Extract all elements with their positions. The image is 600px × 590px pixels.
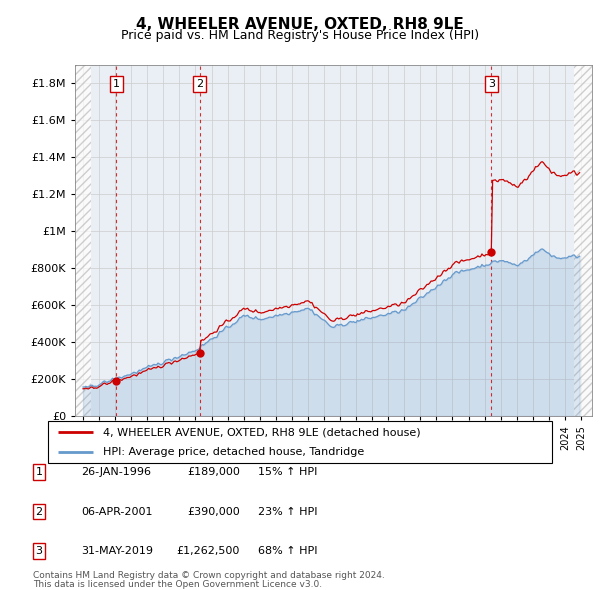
Bar: [91, 65, 574, 416]
Text: 26-JAN-1996: 26-JAN-1996: [81, 467, 151, 477]
Text: Price paid vs. HM Land Registry's House Price Index (HPI): Price paid vs. HM Land Registry's House …: [121, 30, 479, 42]
Text: 2: 2: [196, 79, 203, 89]
Text: 1: 1: [113, 79, 120, 89]
Text: £189,000: £189,000: [187, 467, 240, 477]
Text: 06-APR-2001: 06-APR-2001: [81, 507, 152, 516]
Text: 3: 3: [35, 546, 43, 556]
Text: 31-MAY-2019: 31-MAY-2019: [81, 546, 153, 556]
Text: This data is licensed under the Open Government Licence v3.0.: This data is licensed under the Open Gov…: [33, 579, 322, 589]
Text: 68% ↑ HPI: 68% ↑ HPI: [258, 546, 317, 556]
Text: £390,000: £390,000: [187, 507, 240, 516]
Bar: [75, 65, 91, 416]
Text: 2: 2: [35, 507, 43, 516]
Text: 1: 1: [35, 467, 43, 477]
Text: 4, WHEELER AVENUE, OXTED, RH8 9LE (detached house): 4, WHEELER AVENUE, OXTED, RH8 9LE (detac…: [103, 427, 421, 437]
Text: 3: 3: [488, 79, 495, 89]
Text: £1,262,500: £1,262,500: [176, 546, 240, 556]
FancyBboxPatch shape: [48, 421, 552, 463]
Text: Contains HM Land Registry data © Crown copyright and database right 2024.: Contains HM Land Registry data © Crown c…: [33, 571, 385, 580]
Text: 4, WHEELER AVENUE, OXTED, RH8 9LE: 4, WHEELER AVENUE, OXTED, RH8 9LE: [136, 17, 464, 31]
Text: 23% ↑ HPI: 23% ↑ HPI: [258, 507, 317, 516]
Text: HPI: Average price, detached house, Tandridge: HPI: Average price, detached house, Tand…: [103, 447, 365, 457]
Bar: [574, 65, 592, 416]
Text: 15% ↑ HPI: 15% ↑ HPI: [258, 467, 317, 477]
